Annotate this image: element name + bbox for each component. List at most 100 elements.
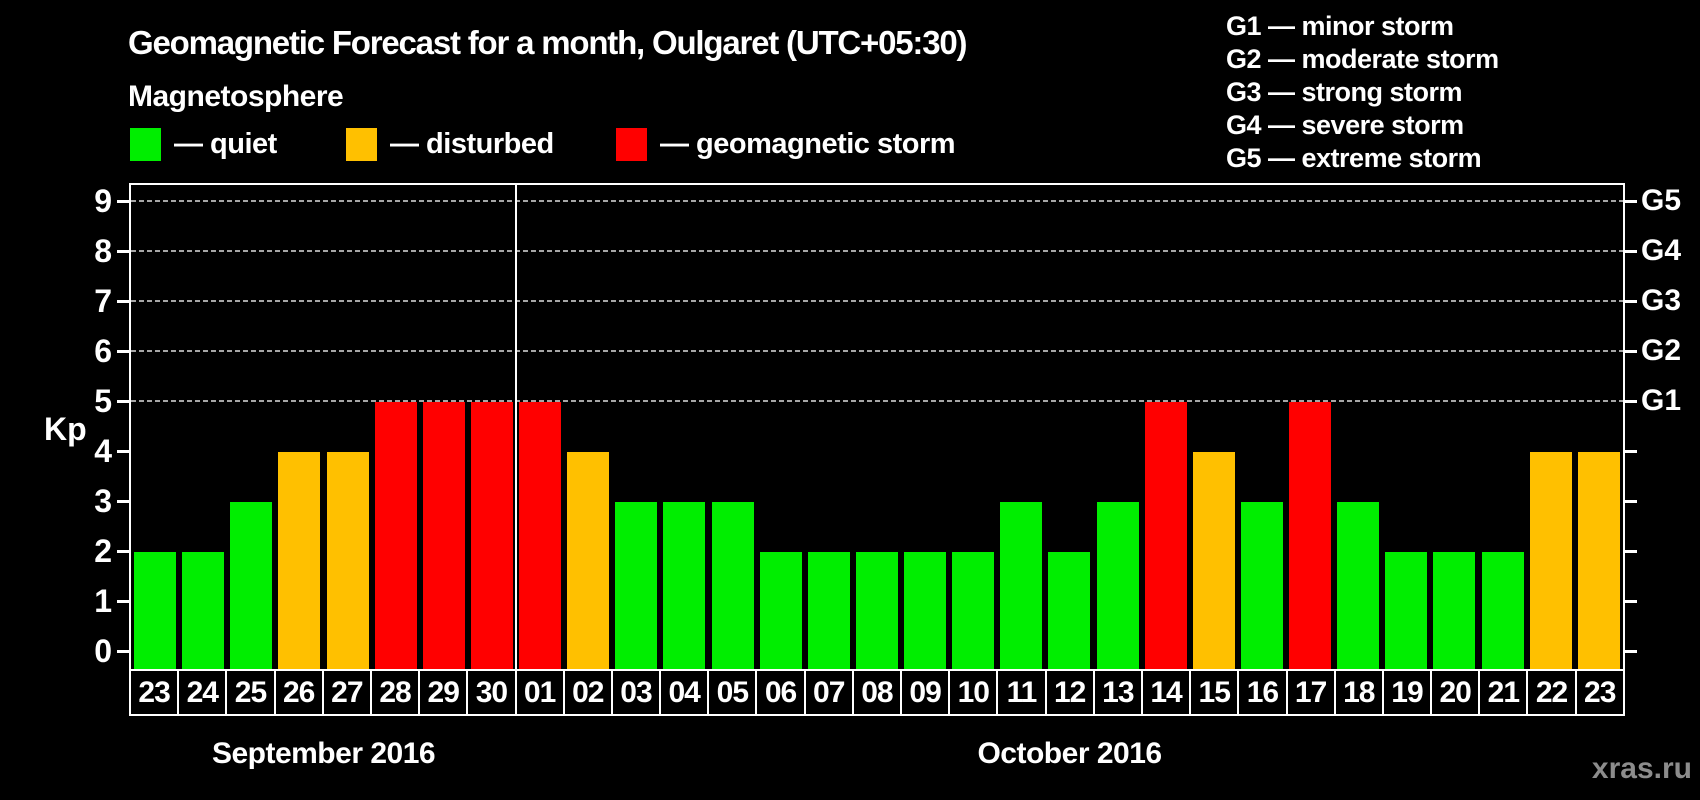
watermark: xras.ru [1591,752,1692,785]
kp-bar-day-02 [567,452,610,669]
day-label-cell-5: 28 [372,671,421,714]
kp-bar-day-19 [1385,552,1428,669]
y-tick-left-5 [117,400,131,403]
y-tick-label-3: 3 [94,483,112,519]
day-label-cell-28: 21 [1480,671,1529,714]
kp-bar-day-13 [1096,502,1139,669]
day-label-cell-26: 19 [1384,671,1433,714]
gridline-kp7 [131,300,1623,302]
kp-bar-day-05 [711,502,754,669]
legend-swatch-disturbed [346,127,377,161]
kp-bar-day-04 [663,502,706,669]
y-tick-label-4: 4 [94,433,112,469]
y-tick-left-6 [117,350,131,353]
y-tick-right-9 [1623,200,1637,203]
day-label-cell-30: 23 [1584,675,1616,709]
day-label-cell-11: 04 [661,671,710,714]
legend-label-quiet: — quiet [174,127,277,160]
kp-bar-day-24 [182,552,225,669]
day-label-cell-14: 07 [806,671,854,714]
kp-bar-day-03 [615,502,658,669]
y-tick-right-1 [1623,600,1637,603]
day-label-cell-22: 15 [1191,671,1240,714]
month-label-september: September 2016 [211,737,436,770]
g-scale-line-g1: G1 — minor storm [1226,11,1454,41]
y-tick-right-2 [1623,550,1637,553]
day-label-cell-17: 10 [950,671,999,714]
y-tick-left-8 [117,250,131,253]
day-label-cell-10: 03 [613,671,662,714]
y-tick-label-9: 9 [94,183,112,219]
day-label-cell-13: 06 [757,671,806,714]
kp-bar-day-26 [278,452,321,669]
legend-item-quiet: — quiet [130,127,277,161]
kp-bar-day-07 [807,552,850,669]
kp-bar-day-21 [1481,552,1524,669]
legend-label-storm: — geomagnetic storm [660,127,956,160]
g-scale-legend: G1 — minor storm G2 — moderate storm G3 — … [1226,10,1499,175]
day-label-cell-27: 20 [1432,671,1481,714]
right-axis-label-g4: G4 [1641,234,1682,267]
kp-bar-day-20 [1433,552,1476,669]
kp-bar-day-29 [422,402,465,669]
day-label-cell-25: 18 [1336,671,1384,714]
y-tick-left-2 [117,550,131,553]
y-tick-right-4 [1623,450,1637,453]
kp-bar-day-10 [952,552,995,669]
y-tick-left-1 [117,600,131,603]
kp-bar-day-22 [1529,452,1572,669]
legend-label-disturbed: — disturbed [390,127,554,160]
gridline-kp6 [131,350,1623,352]
kp-bar-day-08 [855,552,898,669]
day-label-cell-20: 13 [1095,671,1143,714]
g-scale-line-g3: G3 — strong storm [1226,77,1463,107]
month-label-october: October 2016 [977,737,1162,770]
y-tick-label-7: 7 [94,283,112,319]
day-label-cell-24: 17 [1288,671,1336,714]
kp-bar-day-16 [1240,502,1283,669]
legend-item-storm: — geomagnetic storm [616,127,956,161]
y-tick-left-9 [117,200,131,203]
kp-bar-day-12 [1048,552,1091,669]
y-tick-label-2: 2 [94,533,112,569]
magnetosphere-legend-heading: Magnetosphere [128,80,344,113]
plot-border-right [1623,183,1625,669]
kp-bar-day-28 [374,402,417,669]
day-label-cell-6: 29 [420,671,469,714]
plot-area [117,183,1637,669]
day-label-cell-15: 08 [854,671,902,714]
day-label-cell-1: 24 [179,671,228,714]
day-label-cell-0: 23 [131,671,180,714]
kp-bar-day-27 [326,452,369,669]
y-tick-label-8: 8 [94,233,112,269]
y-tick-label-0: 0 [94,633,112,669]
day-axis-row: 23 24 25 26 27 28 29 30 01 02 03 04 05 06 07 08 09 10 11 12… [129,669,1625,716]
day-label-cell-8: 01 [517,671,565,714]
kp-bar-day-30 [470,402,513,669]
y-tick-right-5 [1623,400,1637,403]
kp-bar-day-14 [1144,402,1187,669]
g-scale-line-g2: G2 — moderate storm [1226,44,1499,74]
y-tick-label-6: 6 [94,333,112,369]
day-label-cell-19: 12 [1047,671,1095,714]
gridline-kp9 [131,200,1623,202]
g-scale-line-g4: G4 — severe storm [1226,110,1464,140]
kp-bar-day-25 [230,502,273,669]
right-axis-label-g3: G3 [1641,284,1682,317]
kp-bar-day-15 [1192,452,1235,669]
y-tick-label-5: 5 [94,383,112,419]
y-tick-left-4 [117,450,131,453]
y-tick-right-3 [1623,500,1637,503]
legend-item-disturbed: — disturbed [346,127,554,161]
y-tick-right-0 [1623,650,1637,653]
y-tick-right-8 [1623,250,1637,253]
kp-bar-day-06 [759,552,802,669]
day-label-cell-2: 25 [227,671,276,714]
y-tick-left-7 [117,300,131,303]
day-label-cell-18: 11 [998,671,1047,714]
right-axis-label-g1: G1 [1641,384,1682,417]
y-tick-label-1: 1 [94,583,112,619]
day-label-cell-7: 30 [468,671,517,714]
day-label-cell-29: 22 [1528,671,1577,714]
